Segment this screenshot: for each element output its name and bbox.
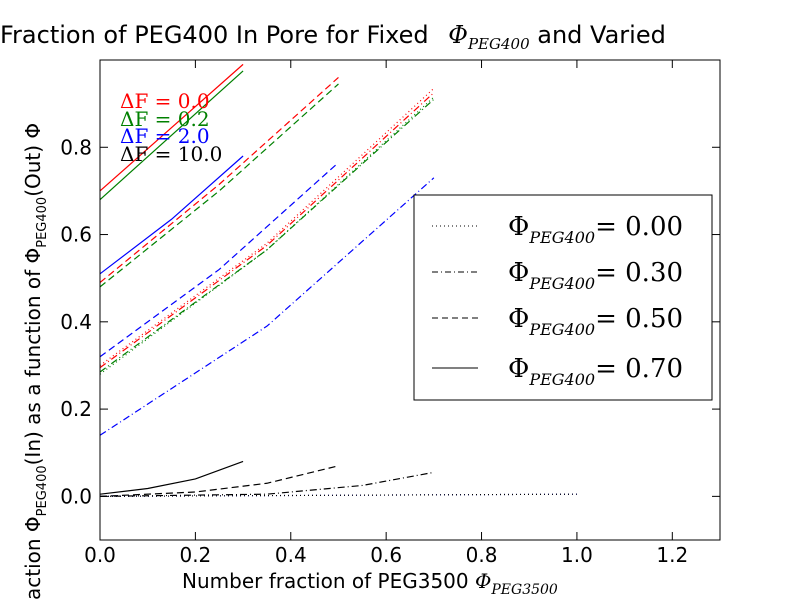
- series-line-5: [100, 83, 339, 288]
- legend-label-2: ΦPEG400= 0.50: [508, 304, 683, 339]
- x-tick-label-0: 0.0: [84, 543, 116, 567]
- series-group: [100, 63, 577, 497]
- delta-f-labels: ΔF = 0.0 ΔF = 0.2 ΔF = 2.0 ΔF = 10.0: [120, 89, 222, 166]
- delta-f-label-3: ΔF = 10.0: [120, 142, 222, 166]
- legend-entry-2: ΦPEG400= 0.50: [432, 304, 683, 339]
- chart-title: Fraction of PEG400 In Pore for Fixed ΦPE…: [0, 21, 666, 53]
- y-tick-label-1: 0.2: [60, 397, 92, 421]
- delta-f-label-2: ΔF = 2.0: [120, 124, 210, 148]
- legend-label-1: ΦPEG400= 0.30: [508, 258, 683, 293]
- legend: ΦPEG400= 0.00 ΦPEG400= 0.30 ΦPEG400= 0.5…: [413, 194, 713, 401]
- series-line-10: [100, 92, 435, 369]
- x-tick-label-6: 1.2: [656, 543, 688, 567]
- x-tick-label-5: 1.0: [561, 543, 593, 567]
- y-tick-label-4: 0.8: [60, 135, 92, 159]
- y-tick-label-0: 0.0: [60, 484, 92, 508]
- legend-label-3: ΦPEG400= 0.70: [508, 354, 683, 389]
- x-tick-label-4: 0.8: [466, 543, 498, 567]
- series-line-12: [100, 177, 435, 436]
- delta-f-label-0: ΔF = 0.0: [120, 89, 210, 113]
- delta-f-label-1: ΔF = 0.2: [120, 107, 210, 131]
- series-line-1: [100, 70, 244, 201]
- plot-frame: [99, 59, 721, 541]
- series-line-0: [100, 63, 244, 192]
- legend-entry-3: ΦPEG400= 0.70: [432, 354, 683, 389]
- y-axis-label: action ΦPEG400(In) as a function of ΦPEG…: [21, 123, 50, 600]
- series-line-8: [100, 87, 435, 366]
- series-line-4: [100, 77, 339, 284]
- x-tick-label-3: 0.6: [370, 543, 402, 567]
- legend-label-0: ΦPEG400= 0.00: [508, 212, 683, 247]
- series-line-2: [100, 155, 244, 275]
- legend-entry-1: ΦPEG400= 0.30: [432, 258, 683, 293]
- x-axis-label: Number fraction of PEG3500 ΦPEG3500: [182, 569, 558, 598]
- x-tick-label-1: 0.2: [179, 543, 211, 567]
- legend-entry-0: ΦPEG400= 0.00: [432, 212, 683, 247]
- series-line-11: [100, 98, 435, 373]
- series-line-3: [100, 460, 244, 495]
- x-tick-label-2: 0.4: [275, 543, 307, 567]
- legend-box: [413, 194, 713, 401]
- y-tick-label-3: 0.6: [60, 223, 92, 247]
- series-line-7: [100, 465, 339, 497]
- series-line-13: [100, 471, 434, 497]
- series-line-6: [100, 162, 339, 358]
- y-tick-label-2: 0.4: [60, 310, 92, 334]
- plot-area: 0.0 0.2 0.4 0.6 0.8 1.0 1.2 0.0 0.2 0.4 0.6 0.8: [60, 59, 721, 567]
